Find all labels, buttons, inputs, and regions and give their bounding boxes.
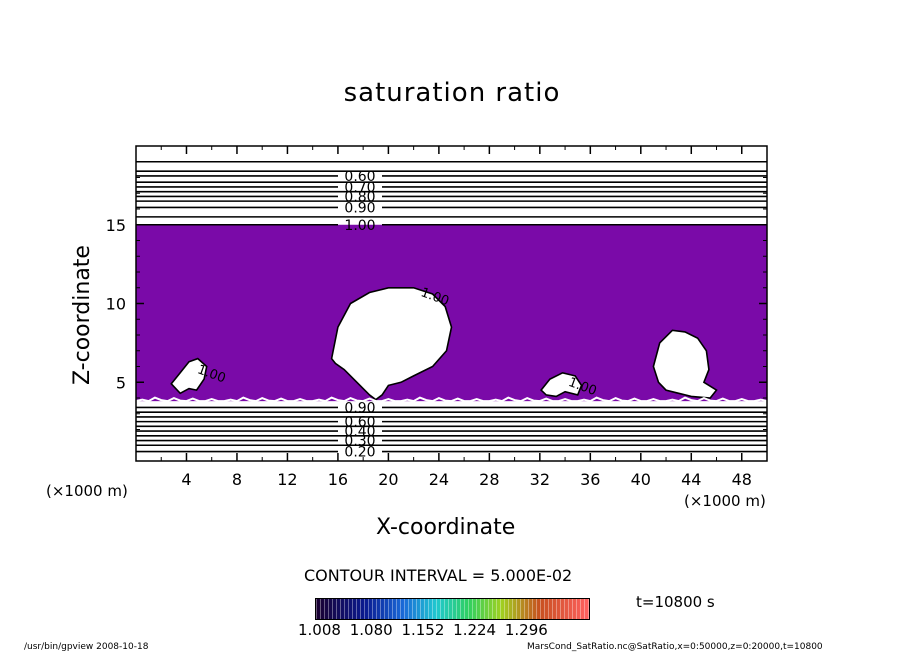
contour-line-layer: 0.600.700.800.901.000.900.600.400.300.20 (136, 160, 767, 461)
colorbar-tick-labels: 1.008 1.080 1.152 1.224 1.296 (298, 623, 548, 638)
y-tick-label: 15 (106, 216, 126, 235)
y-tick-label: 10 (106, 295, 126, 314)
x-tick-label: 40 (631, 470, 651, 489)
y-tick-label: 5 (116, 373, 126, 392)
x-axis-unit-left: (×1000 m) (46, 482, 128, 500)
x-tick-label: 44 (681, 470, 701, 489)
colorbar (315, 598, 590, 620)
x-tick-label: 28 (479, 470, 499, 489)
x-axis-label: X-coordinate (376, 515, 516, 540)
colorbar-tick-label: 1.296 (504, 621, 548, 639)
x-tick-label: 20 (378, 470, 398, 489)
contour-label: 0.90 (344, 200, 375, 216)
unsaturated-region (540, 371, 583, 398)
band-lower-edge (135, 396, 768, 403)
unsaturated-region-layer: 1.001.001.00 (170, 285, 718, 401)
x-tick-label: 36 (580, 470, 600, 489)
x-tick-label: 8 (232, 470, 242, 489)
footer-program-info: /usr/bin/gpview 2008-10-18 (24, 642, 149, 652)
x-tick-label: 12 (277, 470, 297, 489)
x-tick-label: 4 (181, 470, 191, 489)
x-tick-label: 32 (530, 470, 550, 489)
contour-label: 0.20 (344, 445, 375, 461)
x-axis-unit-right: (×1000 m) (684, 492, 766, 510)
x-tick-label: 48 (732, 470, 752, 489)
contour-label: 1.00 (344, 218, 375, 234)
contour-label: 0.60 (344, 169, 375, 185)
x-tick-label: 24 (429, 470, 449, 489)
colorbar-tick-label: 1.152 (401, 621, 454, 639)
footer-file-info: MarsCond_SatRatio.nc@SatRatio,x=0:50000,… (527, 642, 823, 652)
unsaturated-region (652, 329, 718, 399)
time-label: t=10800 s (636, 593, 715, 611)
x-tick-label: 16 (328, 470, 348, 489)
colorbar-tick-label: 1.008 (298, 621, 350, 639)
y-axis-label: Z-coordinate (70, 245, 95, 385)
contour-interval-label: CONTOUR INTERVAL = 5.000E-02 (304, 566, 573, 585)
colorbar-tick-label: 1.224 (453, 621, 505, 639)
colorbar-tick-label: 1.080 (349, 621, 402, 639)
chart-title: saturation ratio (343, 78, 561, 108)
unsaturated-region (170, 357, 208, 395)
unsaturated-region (330, 286, 453, 401)
